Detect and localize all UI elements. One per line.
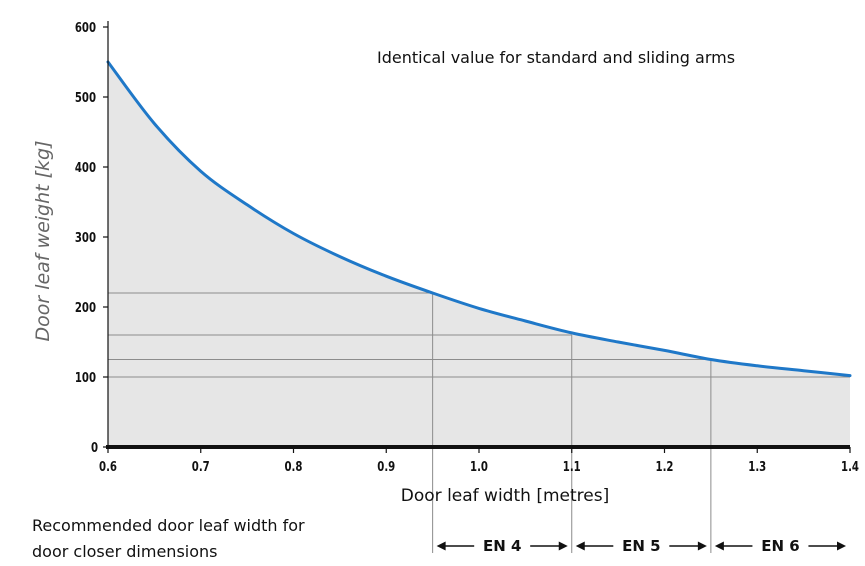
reference-lines (108, 292, 850, 553)
y-tick-label-300: 300 (75, 230, 96, 246)
range-arrow-right-en-5 (697, 541, 707, 551)
caption-line-2: door closer dimensions (32, 542, 218, 561)
x-tick-label-0.8: 0.8 (285, 459, 303, 475)
range-arrow-left-en-6 (714, 541, 724, 551)
range-arrow-right-en-4 (558, 541, 568, 551)
range-arrow-left-en-5 (575, 541, 585, 551)
axes (106, 21, 850, 449)
y-tick-label-100: 100 (75, 370, 96, 386)
y-ticks: 0 100 200 300 400 500 600 (75, 20, 108, 456)
x-tick-label-1.0: 1.0 (470, 459, 488, 475)
range-arrow-left-en-4 (436, 541, 446, 551)
y-tick-label-200: 200 (75, 300, 96, 316)
x-tick-label-0.6: 0.6 (99, 459, 117, 475)
x-tick-label-1.2: 1.2 (656, 459, 674, 475)
range-arrow-right-en-6 (837, 541, 846, 551)
y-tick-label-600: 600 (75, 20, 96, 36)
x-axis-label: Door leaf width [metres] (401, 486, 609, 506)
y-tick-label-500: 500 (75, 90, 96, 106)
y-tick-label-400: 400 (75, 160, 96, 176)
y-tick-label-0: 0 (91, 440, 98, 456)
range-label-en-4: EN 4 (483, 537, 521, 555)
x-tick-label-0.7: 0.7 (192, 459, 210, 475)
chart-annotation: Identical value for standard and sliding… (377, 48, 735, 67)
data-curve (106, 60, 852, 378)
area-fill (108, 62, 850, 447)
x-tick-label-1.4: 1.4 (841, 459, 859, 475)
en-ranges: EN 4 EN 5 EN 6 (436, 537, 846, 555)
range-label-en-5: EN 5 (622, 537, 660, 555)
y-axis-label: Door leaf weight [kg] (32, 140, 54, 341)
range-label-en-6: EN 6 (761, 537, 799, 555)
caption-line-1: Recommended door leaf width for (32, 516, 305, 535)
x-ticks: 0.6 0.7 0.8 0.9 1.0 1.1 1.2 1.3 1.4 (99, 447, 859, 474)
x-tick-label-1.3: 1.3 (748, 459, 766, 475)
x-tick-label-0.9: 0.9 (377, 459, 395, 475)
x-tick-label-1.1: 1.1 (563, 459, 581, 475)
area-layer (108, 62, 850, 447)
curve-layer (106, 60, 852, 378)
